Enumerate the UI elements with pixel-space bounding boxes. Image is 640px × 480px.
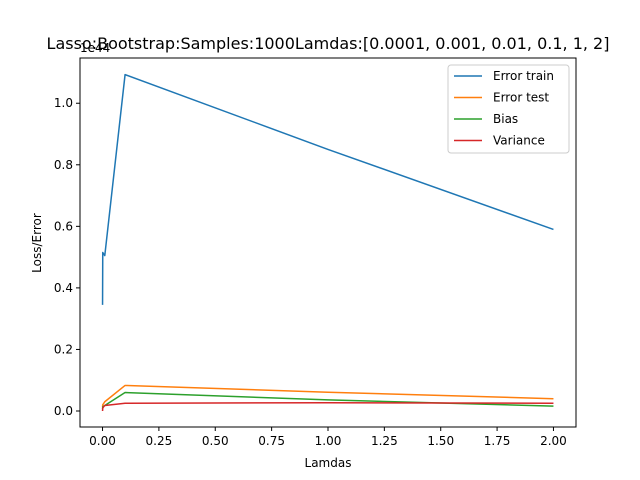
x-tick-label: 0.50 <box>202 434 229 448</box>
chart-title: Lasso:Bootstrap:Samples:1000Lamdas:[0.00… <box>47 34 610 53</box>
y-axis-offset-label: 1e44 <box>80 41 110 55</box>
y-tick-label: 0.6 <box>54 219 73 233</box>
y-tick-label: 0.0 <box>54 404 73 418</box>
legend-label: Variance <box>493 134 545 148</box>
x-tick-label: 1.75 <box>484 434 511 448</box>
y-tick-label: 0.4 <box>54 281 73 295</box>
x-tick-label: 0.75 <box>258 434 285 448</box>
y-tick-label: 1.0 <box>54 96 73 110</box>
y-tick-label: 0.8 <box>54 158 73 172</box>
x-tick-label: 0.25 <box>146 434 173 448</box>
x-tick-label: 1.50 <box>427 434 454 448</box>
legend-label: Error test <box>493 91 549 105</box>
x-tick-label: 1.25 <box>371 434 398 448</box>
legend-label: Bias <box>493 112 518 126</box>
x-tick-label: 0.00 <box>89 434 116 448</box>
x-tick-label: 2.00 <box>540 434 567 448</box>
legend: Error train Error test Bias Variance <box>448 65 569 153</box>
x-tick-label: 1.00 <box>315 434 342 448</box>
y-tick-label: 0.2 <box>54 342 73 356</box>
y-axis-label: Loss/Error <box>30 213 44 273</box>
legend-label: Error train <box>493 69 554 83</box>
x-axis-label: Lamdas <box>305 456 352 470</box>
